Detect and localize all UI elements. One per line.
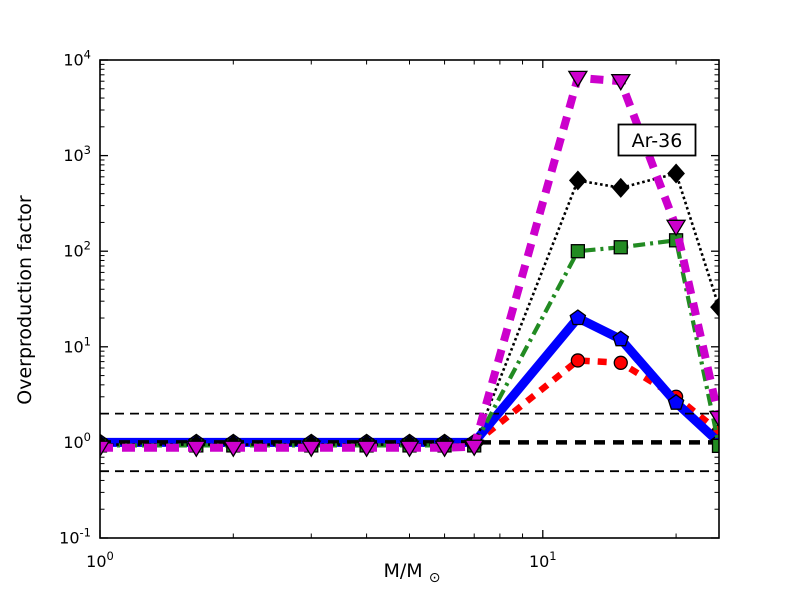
series-blue-solid-pentagons-marker (667, 393, 685, 410)
series-black-dotted-diamonds-marker (667, 163, 685, 184)
x-tick-label: 101 (529, 549, 557, 571)
series-black-dotted-diamonds-marker (611, 177, 630, 198)
series-red-dashed-circles-line (100, 357, 719, 447)
series-black-dotted-diamonds-marker (710, 297, 719, 318)
series-magenta-dashed-triangles-marker (301, 440, 322, 458)
y-tick-label: 100 (63, 430, 91, 452)
series-magenta-dashed-triangles-marker (186, 440, 207, 458)
annotation-label: Ar-36 (632, 130, 683, 152)
series-magenta-dashed-triangles-marker (100, 440, 111, 458)
plot-frame (99, 59, 720, 539)
series-magenta-dashed-triangles-marker (223, 440, 244, 458)
series-green-dashdot-squares-marker (613, 240, 628, 255)
series-magenta-dashed-triangles-marker (708, 410, 719, 428)
y-axis-label: Overproduction factor (14, 195, 36, 405)
x-tick-label: 100 (86, 549, 114, 571)
y-tick-label: 101 (63, 334, 91, 356)
series-magenta-dashed-triangles-marker (399, 440, 420, 458)
series-blue-solid-pentagons-marker (569, 309, 587, 326)
series-magenta-dashed-triangles-marker (665, 219, 687, 237)
series-magenta-dashed-triangles-line (100, 73, 719, 452)
series-black-dotted-diamonds-line (100, 171, 719, 446)
x-axis-label-subscript: ⊙ (429, 570, 441, 586)
series-red-dashed-circles-marker (613, 355, 628, 370)
series-red-dashed-circles-marker (570, 353, 586, 368)
series-magenta-dashed-triangles-marker (464, 439, 485, 457)
annotation-box (617, 123, 697, 157)
y-tick-label: 104 (63, 48, 91, 70)
y-tick-label: 10-1 (59, 526, 91, 548)
series-magenta-dashed-triangles-marker (356, 440, 377, 458)
series-green-dashdot-squares-marker (570, 244, 586, 259)
x-axis-label: M/M ⊙ (384, 560, 441, 586)
y-tick-label: 102 (63, 239, 91, 261)
series-magenta-dashed-triangles-marker (434, 440, 455, 458)
x-axis-label-base: M/M (384, 560, 423, 582)
series-black-dotted-diamonds-marker (568, 170, 587, 191)
series-green-dashdot-squares-marker (711, 438, 719, 454)
series-magenta-dashed-triangles-marker (610, 74, 631, 91)
series-magenta-dashed-triangles-marker (567, 70, 589, 88)
series-blue-solid-pentagons-marker (612, 330, 630, 347)
y-tick-label: 103 (63, 143, 91, 165)
